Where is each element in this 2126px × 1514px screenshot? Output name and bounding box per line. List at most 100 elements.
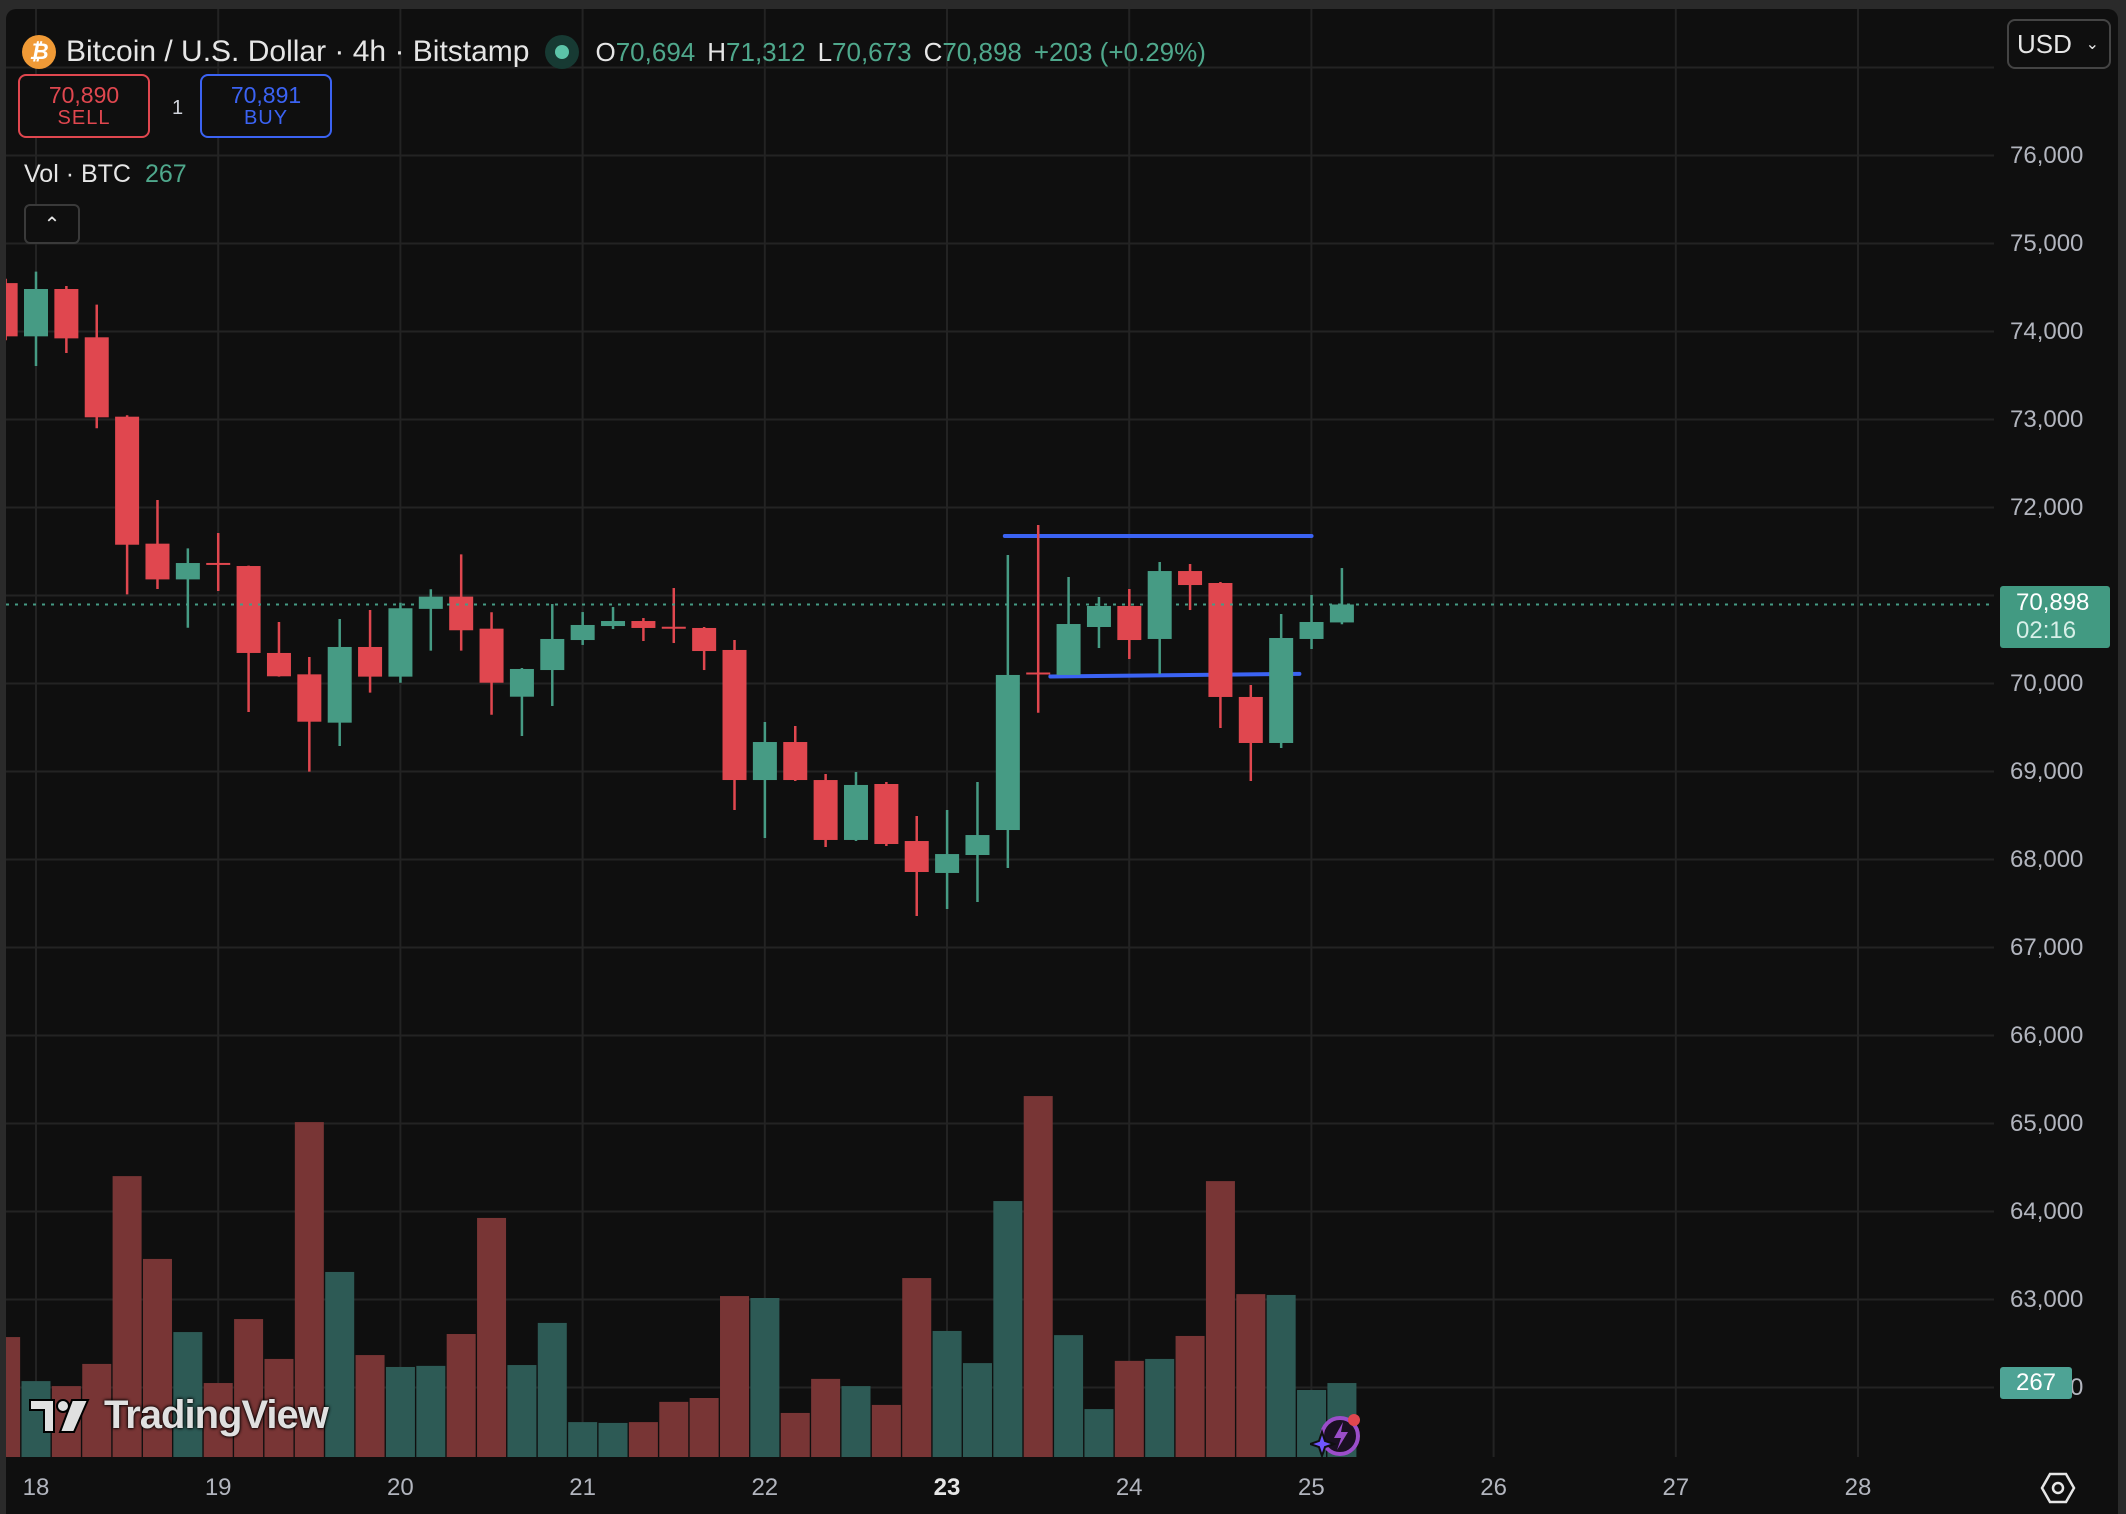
- candle-body[interactable]: [661, 626, 686, 629]
- candle-body[interactable]: [115, 416, 140, 545]
- candle-body[interactable]: [327, 646, 352, 723]
- candle-body[interactable]: [479, 628, 504, 683]
- sell-price: 70,890: [48, 82, 120, 109]
- open-value: 70,694: [615, 36, 696, 67]
- candle-body[interactable]: [84, 337, 109, 418]
- candle-body[interactable]: [358, 646, 383, 677]
- candle-body[interactable]: [1208, 583, 1233, 697]
- chart-panel[interactable]: ₿ Bitcoin / U.S. Dollar · 4h · Bitstamp …: [6, 9, 2118, 1514]
- chevron-up-icon: ⌃: [43, 213, 61, 236]
- candle-body[interactable]: [1329, 604, 1354, 623]
- volume-bar: [416, 1365, 446, 1457]
- tradingview-logo-icon: [29, 1398, 90, 1433]
- volume-legend-label: Vol · BTC: [24, 160, 131, 188]
- lightning-assistant-icon[interactable]: [1310, 1410, 1362, 1462]
- volume-bar: [902, 1278, 932, 1457]
- time-axis-label: 19: [204, 1474, 232, 1501]
- chevron-down-icon: ⌄: [2085, 36, 2099, 53]
- volume-bar: [446, 1334, 476, 1457]
- buy-button[interactable]: 70,891 BUY: [200, 74, 332, 138]
- volume-bar: [993, 1201, 1023, 1457]
- candle-body[interactable]: [1117, 605, 1142, 641]
- candle-body[interactable]: [1299, 621, 1324, 639]
- market-status-indicator[interactable]: [545, 35, 580, 69]
- candle-body[interactable]: [145, 543, 170, 580]
- candle-body[interactable]: [540, 638, 565, 671]
- candle-body[interactable]: [843, 784, 868, 840]
- candle-body[interactable]: [175, 563, 200, 580]
- sell-button[interactable]: 70,890 SELL: [18, 74, 150, 138]
- price-change: +203 (+0.29%): [1033, 36, 1206, 67]
- price-axis-label: 75,000: [2010, 229, 2084, 257]
- price-axis-label: 66,000: [2010, 1021, 2084, 1049]
- candle-body[interactable]: [722, 649, 747, 781]
- volume-bar: [234, 1319, 264, 1457]
- bitcoin-icon: ₿: [22, 35, 56, 69]
- price-axis-label: 74,000: [2010, 317, 2084, 345]
- candle-body[interactable]: [54, 288, 79, 339]
- candle-body[interactable]: [236, 566, 261, 653]
- volume-bar: [750, 1297, 780, 1457]
- candle-body[interactable]: [874, 783, 899, 845]
- collapse-legend-button[interactable]: ⌃: [24, 204, 80, 244]
- currency-value: USD: [2017, 28, 2072, 59]
- volume-bar: [1266, 1294, 1296, 1457]
- candle-body[interactable]: [631, 621, 656, 628]
- ohlc-values: O70,694 H71,312 L70,673 C70,898 +203 (+0…: [595, 37, 1205, 68]
- volume-bar: [1114, 1360, 1144, 1457]
- candle-body[interactable]: [449, 596, 474, 631]
- time-axis-label: 26: [1480, 1474, 1507, 1501]
- volume-bar: [598, 1422, 628, 1457]
- volume-bar: [112, 1176, 142, 1457]
- candle-body[interactable]: [24, 288, 48, 337]
- time-axis-label: 18: [22, 1474, 50, 1501]
- price-axis-label: 73,000: [2010, 405, 2084, 433]
- volume-bar: [6, 1337, 21, 1457]
- candle-body[interactable]: [813, 780, 838, 840]
- candle-body[interactable]: [935, 854, 960, 873]
- volume-bar: [1236, 1294, 1266, 1457]
- price-axis-label: 68,000: [2010, 845, 2084, 873]
- candle-body[interactable]: [570, 624, 595, 641]
- volume-bar: [1205, 1181, 1235, 1457]
- open-label: O: [595, 36, 616, 67]
- volume-bar: [477, 1217, 507, 1457]
- candle-body[interactable]: [266, 652, 291, 677]
- volume-bar: [841, 1386, 871, 1457]
- candle-body[interactable]: [692, 627, 717, 652]
- symbol-title[interactable]: Bitcoin / U.S. Dollar · 4h · Bitstamp: [66, 35, 530, 68]
- volume-last-tag: 267: [2000, 1367, 2072, 1399]
- volume-bar: [720, 1296, 750, 1457]
- candle-body[interactable]: [752, 742, 777, 781]
- candle-body[interactable]: [418, 596, 443, 609]
- candle-body[interactable]: [6, 283, 18, 337]
- candle-body[interactable]: [1269, 638, 1294, 743]
- candle-body[interactable]: [206, 562, 231, 565]
- buy-label: BUY: [243, 106, 289, 129]
- chart-settings-icon[interactable]: [2040, 1470, 2076, 1506]
- volume-legend[interactable]: Vol · BTC 267: [24, 160, 187, 189]
- currency-select[interactable]: USD ⌄: [2007, 19, 2111, 69]
- candle-body[interactable]: [297, 674, 322, 722]
- candle-body[interactable]: [509, 668, 534, 697]
- candle-body[interactable]: [1026, 672, 1051, 675]
- buy-price: 70,891: [230, 82, 302, 109]
- volume-bar: [294, 1122, 324, 1457]
- price-axis-label: 67,000: [2010, 933, 2084, 961]
- volume-bar: [962, 1363, 992, 1457]
- candle-body[interactable]: [1056, 624, 1081, 675]
- candle-body[interactable]: [1178, 571, 1203, 586]
- candle-body[interactable]: [388, 608, 413, 677]
- candle-body[interactable]: [783, 742, 808, 781]
- candle-body[interactable]: [601, 621, 626, 627]
- volume-bar: [82, 1363, 112, 1457]
- candle-body[interactable]: [904, 841, 929, 872]
- price-chart-canvas[interactable]: [6, 9, 2118, 1514]
- drawing-line[interactable]: [1048, 671, 1302, 679]
- candle-body[interactable]: [1086, 605, 1111, 628]
- candle-body[interactable]: [965, 835, 990, 856]
- candle-body[interactable]: [1238, 696, 1263, 743]
- price-axis-label: 69,000: [2010, 757, 2084, 785]
- tradingview-watermark[interactable]: TradingView: [28, 1393, 329, 1438]
- candle-body[interactable]: [995, 674, 1020, 831]
